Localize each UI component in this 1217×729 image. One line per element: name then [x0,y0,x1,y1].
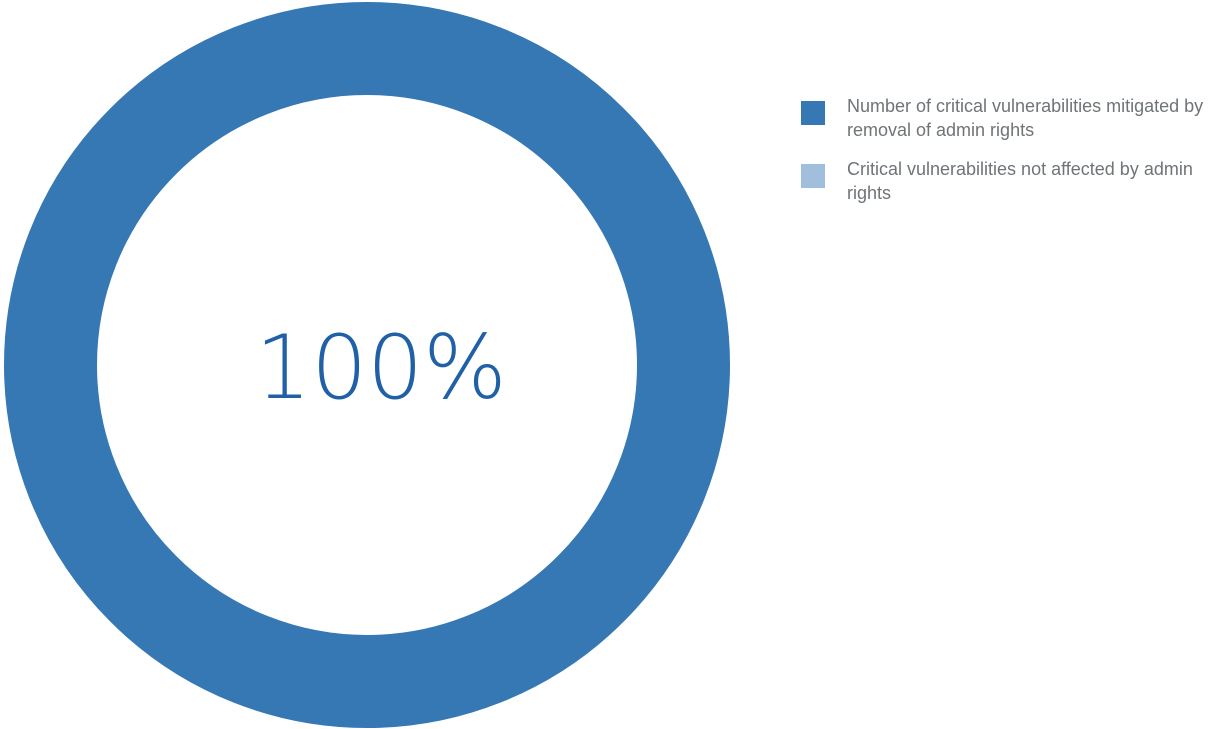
chart-legend: Number of critical vulnerabilities mitig… [801,94,1211,220]
legend-item-not-affected: Critical vulnerabilities not affected by… [801,157,1211,205]
center-percentage-label: 100% [255,316,507,419]
donut-chart: 100% [0,0,740,729]
legend-label-not-affected: Critical vulnerabilities not affected by… [847,157,1211,205]
legend-label-mitigated: Number of critical vulnerabilities mitig… [847,94,1211,142]
legend-swatch-not-affected [801,164,825,188]
legend-item-mitigated: Number of critical vulnerabilities mitig… [801,94,1211,142]
legend-swatch-mitigated [801,101,825,125]
